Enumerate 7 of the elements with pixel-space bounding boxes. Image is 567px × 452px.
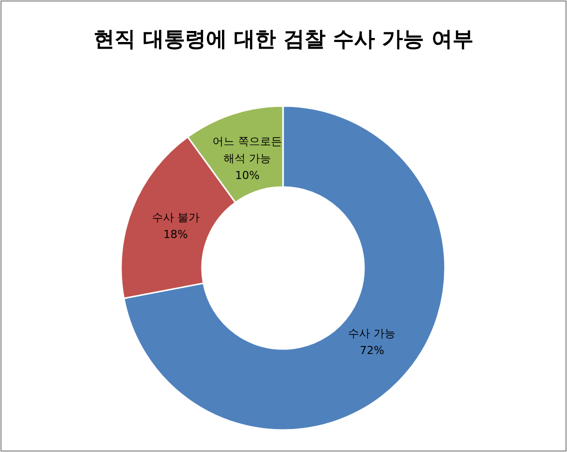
data-label: 10% — [235, 169, 260, 182]
data-label: 18% — [163, 228, 188, 241]
slice-label: 수사 가능 — [348, 327, 396, 340]
data-label: 72% — [360, 344, 384, 358]
chart-title: 현직 대통령에 대한 검찰 수사 가능 여부 — [94, 27, 474, 51]
slice-label: 어느 쪽으로든 해석 가능 — [212, 135, 282, 166]
slice-label: 수사 불가 — [152, 210, 200, 224]
